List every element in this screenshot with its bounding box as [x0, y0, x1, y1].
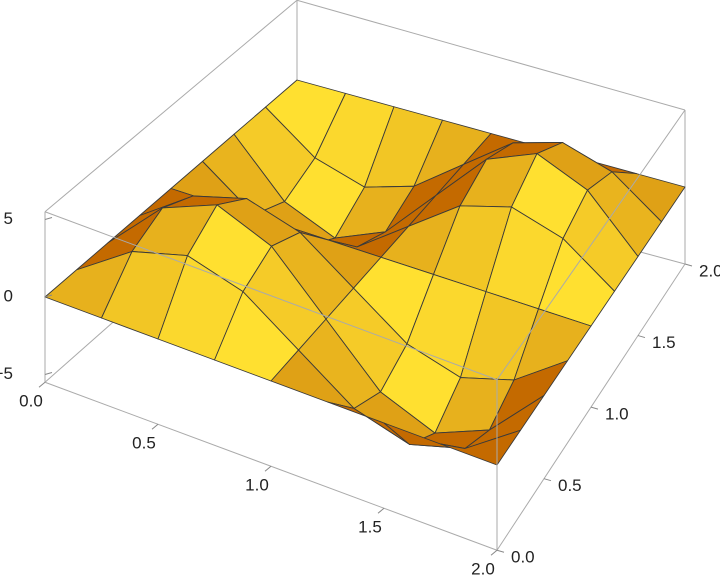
- y-tick-label: 0.0: [511, 548, 535, 567]
- y-tick: [543, 478, 552, 482]
- z-tick: [44, 294, 53, 298]
- z-tick-label: 5: [4, 209, 13, 228]
- y-tick: [637, 335, 646, 339]
- x-tick: [38, 381, 46, 388]
- x-tick-label: 0.5: [132, 434, 156, 453]
- x-tick: [264, 465, 272, 472]
- x-tick: [151, 423, 159, 430]
- z-tick-label: 0: [4, 286, 13, 305]
- box-edge: [44, 0, 298, 213]
- y-tick: [684, 263, 693, 267]
- z-tick-label: −5: [0, 364, 13, 383]
- y-tick: [496, 549, 505, 553]
- z-tick: [44, 372, 53, 375]
- x-tick-label: 1.5: [358, 518, 382, 537]
- x-tick-label: 1.0: [245, 476, 269, 495]
- box-edge: [44, 211, 498, 381]
- y-tick-label: 1.5: [652, 333, 676, 352]
- y-tick-label: 1.0: [605, 405, 629, 424]
- y-tick-label: 0.5: [558, 476, 582, 495]
- x-tick-label: 2.0: [471, 560, 495, 579]
- z-tick: [44, 217, 53, 220]
- x-tick: [490, 549, 498, 556]
- y-tick-label: 2.0: [699, 261, 720, 280]
- x-tick: [377, 507, 385, 514]
- y-tick: [590, 406, 599, 410]
- box-edge: [296, 0, 686, 111]
- box-edge: [496, 109, 686, 381]
- surface-patch: [440, 429, 521, 466]
- x-tick-label: 0.0: [19, 392, 43, 411]
